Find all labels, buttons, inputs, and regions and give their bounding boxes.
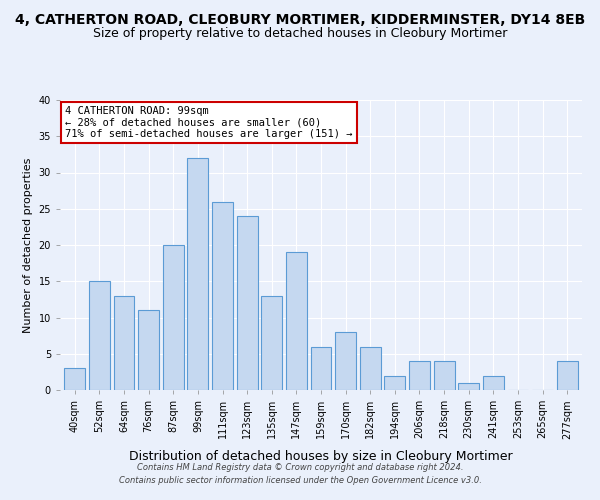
Text: 4 CATHERTON ROAD: 99sqm
← 28% of detached houses are smaller (60)
71% of semi-de: 4 CATHERTON ROAD: 99sqm ← 28% of detache…: [65, 106, 353, 139]
Bar: [335, 332, 356, 390]
Bar: [163, 245, 184, 390]
Y-axis label: Number of detached properties: Number of detached properties: [23, 158, 33, 332]
Bar: [286, 252, 307, 390]
Bar: [483, 376, 504, 390]
Text: Size of property relative to detached houses in Cleobury Mortimer: Size of property relative to detached ho…: [93, 28, 507, 40]
Bar: [385, 376, 406, 390]
Text: Contains HM Land Registry data © Crown copyright and database right 2024.: Contains HM Land Registry data © Crown c…: [137, 464, 463, 472]
Bar: [64, 368, 85, 390]
Bar: [434, 361, 455, 390]
Bar: [311, 346, 331, 390]
Bar: [557, 361, 578, 390]
Bar: [261, 296, 282, 390]
Bar: [138, 310, 159, 390]
Text: Contains public sector information licensed under the Open Government Licence v3: Contains public sector information licen…: [119, 476, 481, 485]
Bar: [458, 383, 479, 390]
Bar: [236, 216, 257, 390]
Text: 4, CATHERTON ROAD, CLEOBURY MORTIMER, KIDDERMINSTER, DY14 8EB: 4, CATHERTON ROAD, CLEOBURY MORTIMER, KI…: [15, 12, 585, 26]
Bar: [409, 361, 430, 390]
Bar: [113, 296, 134, 390]
Bar: [360, 346, 381, 390]
Bar: [187, 158, 208, 390]
X-axis label: Distribution of detached houses by size in Cleobury Mortimer: Distribution of detached houses by size …: [129, 450, 513, 462]
Bar: [212, 202, 233, 390]
Bar: [89, 281, 110, 390]
